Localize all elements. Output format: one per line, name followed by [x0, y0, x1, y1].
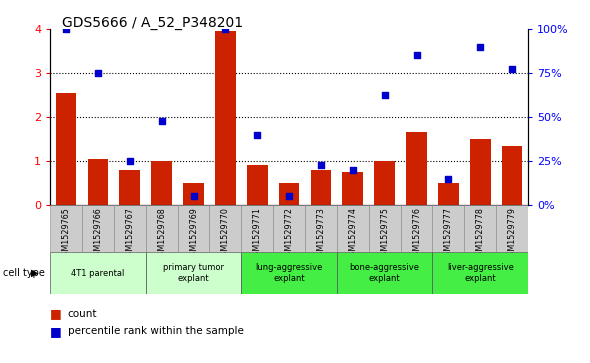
FancyBboxPatch shape [401, 205, 432, 252]
Text: ■: ■ [50, 307, 62, 321]
Text: GSM1529768: GSM1529768 [157, 207, 166, 261]
Text: ▶: ▶ [31, 268, 38, 278]
FancyBboxPatch shape [337, 205, 369, 252]
FancyBboxPatch shape [273, 205, 305, 252]
Bar [502, 146, 523, 205]
Bar [119, 170, 140, 205]
FancyBboxPatch shape [432, 252, 528, 294]
FancyBboxPatch shape [146, 205, 178, 252]
Text: GSM1529765: GSM1529765 [61, 207, 71, 261]
FancyBboxPatch shape [82, 205, 114, 252]
Text: GSM1529777: GSM1529777 [444, 207, 453, 261]
FancyBboxPatch shape [209, 205, 241, 252]
Bar [215, 31, 236, 205]
Text: GSM1529767: GSM1529767 [125, 207, 135, 261]
Text: bone-aggressive
explant: bone-aggressive explant [350, 264, 419, 283]
Bar [438, 183, 459, 205]
Point [507, 66, 517, 72]
Bar [183, 183, 204, 205]
Bar [55, 93, 77, 205]
Text: liver-aggressive
explant: liver-aggressive explant [447, 264, 514, 283]
FancyBboxPatch shape [50, 252, 146, 294]
Text: cell type: cell type [3, 268, 45, 278]
Text: GSM1529766: GSM1529766 [93, 207, 103, 261]
Text: lung-aggressive
explant: lung-aggressive explant [255, 264, 323, 283]
Point [189, 193, 198, 199]
Point [284, 193, 294, 199]
Bar [470, 139, 491, 205]
Text: ■: ■ [50, 325, 62, 338]
Text: primary tumor
explant: primary tumor explant [163, 264, 224, 283]
Bar [247, 166, 268, 205]
Point [157, 119, 166, 125]
Point [348, 167, 358, 173]
Text: GSM1529770: GSM1529770 [221, 207, 230, 261]
Text: GSM1529779: GSM1529779 [507, 207, 517, 261]
FancyBboxPatch shape [496, 205, 528, 252]
Point [444, 176, 453, 182]
Point [316, 163, 326, 168]
FancyBboxPatch shape [241, 205, 273, 252]
Bar [406, 132, 427, 205]
FancyBboxPatch shape [241, 252, 337, 294]
Bar [278, 183, 300, 205]
Text: GSM1529775: GSM1529775 [380, 207, 389, 261]
Text: GSM1529776: GSM1529776 [412, 207, 421, 261]
Text: GSM1529772: GSM1529772 [284, 207, 294, 261]
Bar [374, 161, 395, 205]
Text: GSM1529778: GSM1529778 [476, 207, 485, 261]
FancyBboxPatch shape [432, 205, 464, 252]
Point [380, 92, 389, 98]
Bar [310, 170, 332, 205]
Point [93, 70, 103, 76]
Bar [87, 159, 109, 205]
Point [221, 26, 230, 32]
Point [476, 44, 485, 49]
Bar [151, 161, 172, 205]
Text: 4T1 parental: 4T1 parental [71, 269, 124, 278]
Text: GSM1529771: GSM1529771 [253, 207, 262, 261]
FancyBboxPatch shape [114, 205, 146, 252]
FancyBboxPatch shape [178, 205, 209, 252]
FancyBboxPatch shape [464, 205, 496, 252]
FancyBboxPatch shape [305, 205, 337, 252]
Point [61, 26, 71, 32]
FancyBboxPatch shape [337, 252, 432, 294]
Point [412, 53, 421, 58]
FancyBboxPatch shape [369, 205, 401, 252]
Text: percentile rank within the sample: percentile rank within the sample [68, 326, 244, 337]
FancyBboxPatch shape [146, 252, 241, 294]
Text: GDS5666 / A_52_P348201: GDS5666 / A_52_P348201 [62, 16, 243, 30]
Text: count: count [68, 309, 97, 319]
Point [125, 158, 135, 164]
Text: GSM1529773: GSM1529773 [316, 207, 326, 261]
Text: GSM1529774: GSM1529774 [348, 207, 358, 261]
Point [253, 132, 262, 138]
Text: GSM1529769: GSM1529769 [189, 207, 198, 261]
Bar [342, 172, 363, 205]
FancyBboxPatch shape [50, 205, 82, 252]
